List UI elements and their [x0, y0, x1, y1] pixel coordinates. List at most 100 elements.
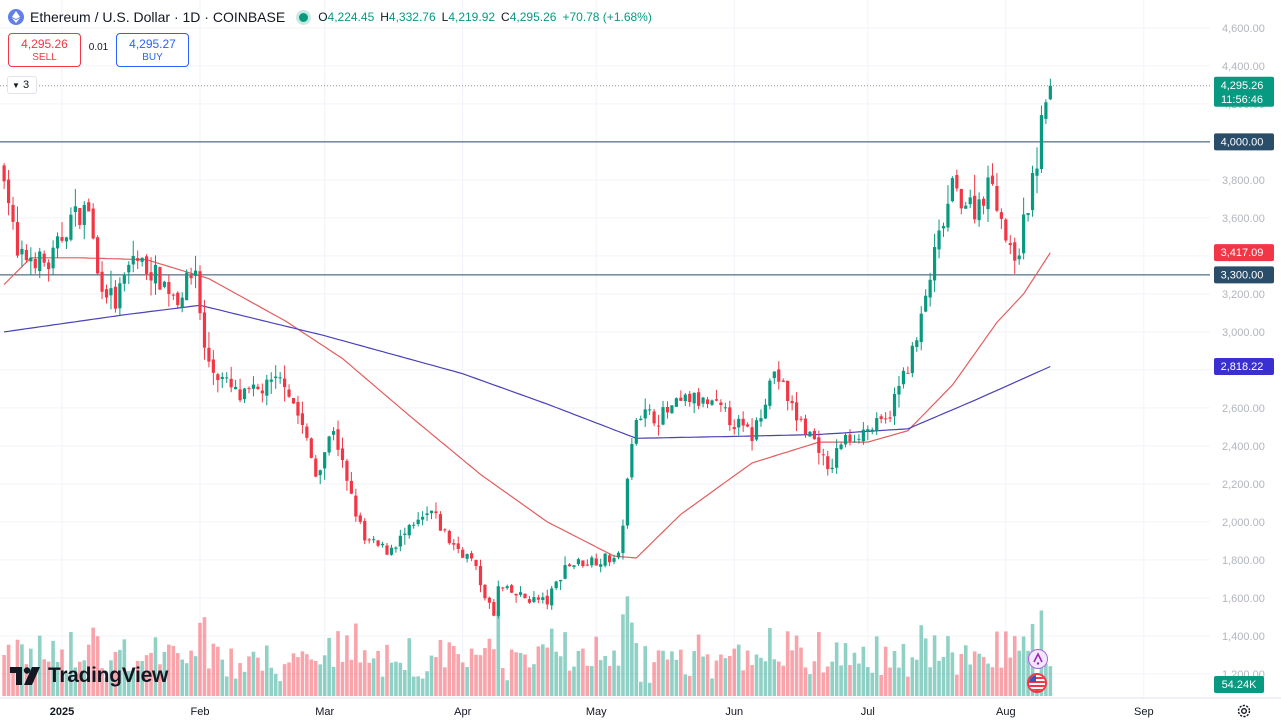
volume-bar	[300, 651, 305, 696]
y-tick-label: 3,600.00	[1222, 213, 1265, 225]
volume-bar	[919, 625, 924, 696]
volume-bar	[309, 659, 314, 696]
time-axis[interactable]: 2025 Feb Mar Apr May Jun Jul Aug Sep	[50, 706, 1154, 718]
candle-body	[906, 372, 910, 374]
y-tick-label: 2,400.00	[1222, 441, 1265, 453]
candle-body	[741, 418, 745, 426]
sell-button[interactable]: 4,295.26 SELL	[8, 33, 81, 67]
volume-bar	[883, 646, 888, 696]
y-tick-label: 2,000.00	[1222, 517, 1265, 529]
volume-bar	[906, 676, 910, 696]
volume-bar	[118, 649, 122, 696]
ma-tag-box	[1214, 357, 1274, 375]
volume-bar	[411, 676, 416, 696]
candle-body	[1013, 242, 1017, 261]
volume-bar	[950, 652, 955, 696]
volume-bar	[728, 655, 732, 696]
volume-bar	[55, 661, 60, 696]
volume-bar	[322, 655, 327, 696]
volume-bar	[269, 667, 274, 696]
volume-bar	[1008, 657, 1013, 696]
volume-bar	[469, 648, 474, 696]
candle-body	[884, 418, 888, 420]
volume-bar	[144, 655, 149, 696]
candle-body	[33, 258, 37, 269]
candle-body	[839, 444, 843, 449]
volume-bar	[73, 667, 78, 696]
candle-body	[661, 407, 665, 425]
settings-gear-icon[interactable]	[1236, 703, 1252, 719]
candle-body	[639, 418, 643, 421]
candle-body	[919, 313, 923, 343]
last-price-tag-text: 4,295.26	[1221, 80, 1264, 92]
candle-body	[723, 407, 727, 409]
volume-bar	[634, 643, 639, 696]
y-tick-label: 1,600.00	[1222, 593, 1265, 605]
volume-bar	[794, 635, 799, 696]
candle-body	[100, 271, 104, 292]
market-status-dot[interactable]	[299, 12, 309, 22]
tradingview-logo[interactable]: TradingView	[10, 664, 168, 688]
candle-body	[225, 377, 229, 379]
volume-bar	[403, 670, 407, 696]
candle-body	[625, 478, 630, 526]
candle-body	[140, 257, 144, 262]
volume-bar	[184, 663, 189, 696]
volume-bar	[91, 627, 95, 696]
x-tick-label: 2025	[50, 706, 74, 718]
candle-body	[421, 516, 425, 520]
x-tick-label: Mar	[315, 706, 334, 718]
candle-body	[510, 585, 514, 593]
candle-body	[505, 586, 509, 589]
volume-bar	[679, 649, 683, 696]
candle-body	[363, 520, 367, 541]
volume-bar	[260, 670, 265, 696]
ma-tag-text: 3,417.09	[1221, 247, 1264, 259]
candle-body	[443, 529, 447, 531]
candle-body	[20, 248, 24, 255]
candle-body	[60, 237, 64, 241]
candle-body	[465, 554, 469, 559]
open-value: 4,224.45	[327, 10, 375, 24]
buy-button[interactable]: 4,295.27 BUY	[116, 33, 189, 67]
volume-bar	[389, 662, 394, 696]
volume-bar	[607, 665, 612, 696]
x-tick-label: Feb	[191, 706, 210, 718]
candle-body	[697, 392, 701, 406]
indicators-collapse-button[interactable]: ▼ 3	[7, 76, 37, 94]
us-flag-event-icon[interactable]	[1027, 673, 1047, 693]
price-axis[interactable]: 1,200.001,400.001,600.001,800.002,000.00…	[1222, 23, 1265, 681]
symbol-title[interactable]: Ethereum / U.S. Dollar · 1D · COINBASE	[30, 9, 286, 25]
candle-body	[848, 434, 852, 442]
volume-bar	[340, 661, 345, 696]
candle-body	[630, 444, 634, 478]
candle-body	[389, 547, 394, 555]
candle-body	[781, 380, 785, 382]
volume-bar	[456, 654, 461, 696]
candle-body	[1004, 219, 1008, 241]
volume-tag-text: 54.24K	[1222, 679, 1258, 691]
candle-body	[955, 175, 959, 189]
chevron-down-icon: ▼	[12, 81, 20, 90]
chart-grid	[0, 0, 1281, 699]
volume-bar	[305, 654, 309, 696]
candle-body	[705, 399, 710, 405]
news-event-icon[interactable]	[1028, 649, 1048, 669]
volume-bar	[790, 650, 794, 696]
x-tick-label: Jun	[725, 706, 743, 718]
level-tag-box	[1214, 266, 1274, 284]
sell-price: 4,295.26	[21, 37, 68, 51]
candle-body	[1022, 214, 1026, 254]
candle-body	[367, 539, 371, 541]
volume-bar	[416, 676, 420, 696]
volume-bar	[785, 631, 790, 696]
volume-bar	[175, 653, 180, 696]
volume-bar	[977, 653, 981, 696]
volume-bar	[438, 639, 443, 696]
candle-body	[416, 519, 420, 524]
candle-body	[434, 511, 438, 514]
candle-body	[821, 454, 825, 456]
last-price-tag-text: 11:56:46	[1221, 94, 1263, 106]
low-value: 4,219.92	[448, 10, 496, 24]
